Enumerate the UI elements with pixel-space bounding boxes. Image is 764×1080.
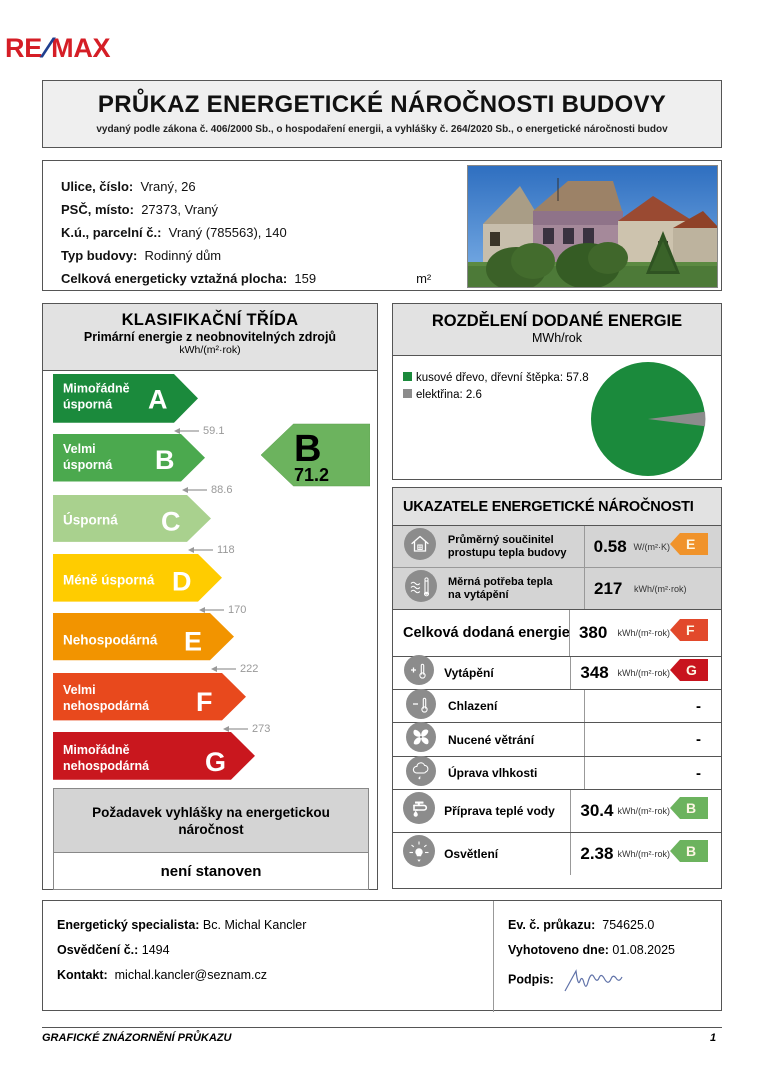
svg-text:Mimořádně: Mimořádně bbox=[63, 743, 130, 757]
svg-text:71.2: 71.2 bbox=[294, 465, 329, 485]
svg-text:Velmi: Velmi bbox=[63, 683, 96, 697]
svg-text:G: G bbox=[686, 662, 697, 678]
svg-text:Velmi: Velmi bbox=[63, 442, 96, 456]
svg-text:nehospodárná: nehospodárná bbox=[63, 699, 149, 713]
svg-text:úsporná: úsporná bbox=[63, 397, 112, 411]
svg-text:nehospodárná: nehospodárná bbox=[63, 759, 149, 773]
svg-text:C: C bbox=[161, 506, 181, 536]
svg-text:Nehospodárná: Nehospodárná bbox=[63, 633, 158, 648]
svg-text:B: B bbox=[686, 843, 696, 859]
svg-text:F: F bbox=[196, 687, 212, 717]
svg-text:A: A bbox=[148, 384, 168, 414]
svg-text:Mimořádně: Mimořádně bbox=[63, 381, 130, 395]
svg-text:F: F bbox=[686, 622, 695, 638]
svg-text:G: G bbox=[205, 747, 226, 777]
svg-text:B: B bbox=[294, 428, 321, 470]
svg-text:B: B bbox=[155, 445, 175, 475]
svg-text:úsporná: úsporná bbox=[63, 458, 112, 472]
svg-text:Méně úsporná: Méně úsporná bbox=[63, 573, 155, 588]
svg-text:E: E bbox=[184, 627, 202, 657]
svg-text:E: E bbox=[686, 536, 695, 552]
svg-text:B: B bbox=[686, 800, 696, 816]
svg-text:Úsporná: Úsporná bbox=[63, 512, 118, 527]
svg-text:D: D bbox=[172, 567, 191, 597]
